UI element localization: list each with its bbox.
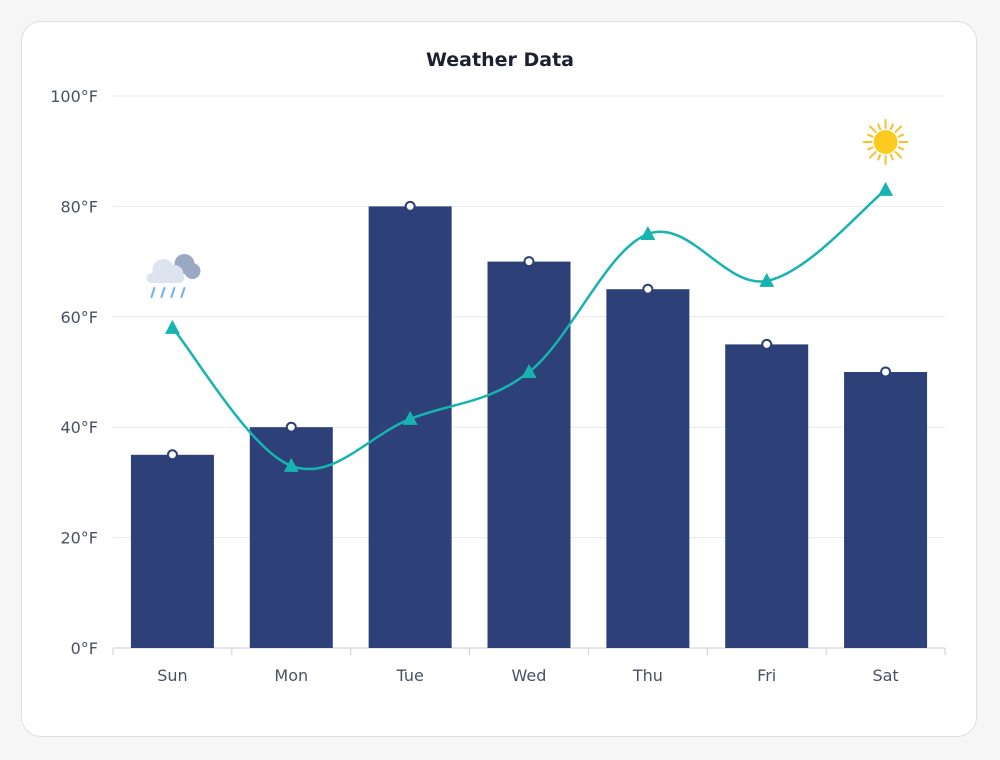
bar-point [285, 421, 297, 433]
bar [487, 261, 571, 648]
sun-ray [869, 125, 877, 134]
y-tick-label: 40°F [60, 418, 98, 437]
bar-point [523, 256, 535, 268]
sun-ray [894, 125, 903, 134]
y-tick-label: 20°F [60, 529, 98, 548]
bar-point [642, 283, 654, 295]
x-tick-label: Thu [632, 666, 663, 685]
sun-ray [889, 123, 894, 131]
x-tick-label: Mon [274, 666, 308, 685]
line-point [283, 457, 299, 472]
bar-point [166, 449, 178, 461]
sun-disc [873, 130, 898, 154]
sun-icon [862, 119, 909, 165]
x-tick-label: Sat [872, 666, 898, 685]
x-tick-label: Sun [157, 666, 187, 685]
sun-ray [897, 146, 905, 151]
y-tick-label: 80°F [60, 197, 98, 216]
bar [606, 289, 690, 648]
rain-drop [180, 287, 186, 298]
cloud-front [146, 273, 185, 283]
bar-point [761, 338, 773, 350]
line-point [640, 226, 656, 240]
x-tick-label: Fri [757, 666, 776, 685]
sun-ray [894, 150, 903, 159]
bar-point [880, 366, 892, 378]
rain-drop [160, 287, 166, 298]
sun-ray [867, 146, 874, 151]
line-point [759, 272, 775, 287]
bar-point [404, 200, 416, 212]
rain-drop [150, 287, 156, 298]
sun-ray [867, 133, 874, 138]
bar [130, 454, 214, 648]
rain-cloud-icon [146, 254, 201, 298]
line-point [164, 319, 180, 334]
cloud-back [184, 263, 201, 279]
rain-drop [170, 287, 176, 298]
chart-title: Weather Data [426, 49, 574, 71]
bar [368, 206, 452, 648]
line-point [878, 181, 894, 196]
y-tick-label: 0°F [71, 639, 98, 658]
line-point [402, 410, 418, 425]
y-tick-label: 60°F [60, 308, 98, 327]
sun-ray [877, 153, 882, 161]
sun-ray [869, 150, 877, 159]
y-tick-label: 100°F [50, 87, 98, 106]
sun-ray [897, 133, 905, 138]
sun-ray [877, 123, 882, 131]
x-tick-label: Tue [395, 666, 423, 685]
bar [844, 372, 928, 648]
line-point [521, 364, 537, 378]
bar [725, 344, 809, 648]
x-tick-label: Wed [512, 666, 547, 685]
sun-ray [889, 153, 894, 161]
